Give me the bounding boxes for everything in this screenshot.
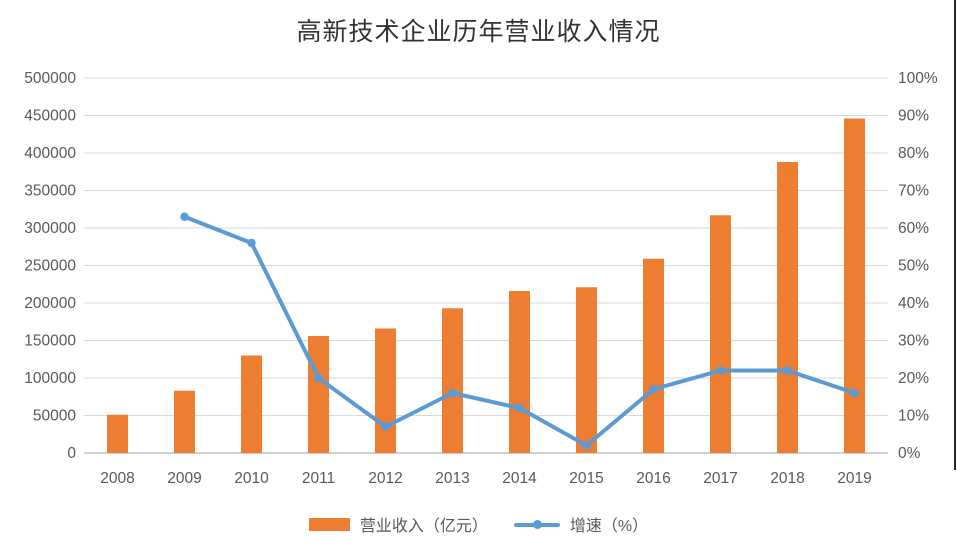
left-axis-tick-label: 100000 [24, 370, 76, 387]
right-axis-tick-label: 50% [898, 258, 929, 275]
left-axis-tick-label: 400000 [24, 145, 76, 162]
x-axis-tick-label: 2014 [502, 470, 537, 487]
growth-marker-2014 [515, 403, 524, 413]
x-axis-tick-label: 2015 [569, 470, 603, 487]
legend-line-label: 增速（%） [569, 518, 649, 535]
bar-2008 [107, 414, 128, 453]
right-axis-tick-label: 40% [898, 295, 929, 312]
bar-2012 [375, 328, 396, 453]
growth-marker-2015 [582, 441, 591, 450]
chart-title: 高新技术企业历年营业收入情况 [296, 17, 661, 46]
growth-marker-2011 [314, 373, 323, 383]
legend-bar-label: 营业收入（亿元） [359, 518, 488, 535]
x-axis-tick-label: 2013 [435, 470, 469, 487]
x-axis-tick-label: 2009 [167, 470, 201, 487]
growth-marker-2017 [716, 366, 725, 375]
legend-line-marker-icon [532, 519, 542, 529]
bar-2009 [174, 390, 195, 453]
right-axis-tick-label: 90% [898, 108, 929, 125]
left-axis-tick-label: 0 [67, 445, 76, 462]
bar-2016 [643, 258, 664, 453]
growth-marker-2013 [448, 388, 457, 398]
bar-2011 [308, 336, 329, 453]
x-axis-tick-label: 2016 [636, 470, 670, 487]
left-axis-tick-label: 150000 [24, 333, 76, 350]
growth-marker-2012 [381, 422, 390, 431]
right-edge-artifact [954, 0, 956, 470]
left-axis-tick-label: 500000 [24, 70, 76, 87]
bar-2019 [844, 118, 865, 453]
right-axis-tick-label: 10% [898, 408, 929, 425]
bar-2017 [710, 215, 731, 453]
right-axis-tick-label: 100% [898, 70, 938, 87]
left-axis-tick-label: 450000 [24, 108, 76, 125]
growth-marker-2018 [783, 366, 792, 375]
legend-bar-swatch [308, 517, 350, 531]
right-axis-tick-label: 30% [898, 333, 929, 350]
right-axis-tick-label: 60% [898, 220, 929, 237]
x-axis-tick-label: 2008 [100, 470, 134, 487]
x-axis-tick-label: 2010 [234, 470, 269, 487]
left-axis-tick-label: 200000 [24, 295, 76, 312]
x-axis-tick-label: 2011 [302, 470, 335, 487]
growth-marker-2009 [180, 212, 189, 221]
right-axis-tick-label: 70% [898, 183, 929, 200]
plot-area: 0 0% 50000 10% 100000 20% 150000 30% 200000 40% 25… [24, 70, 938, 487]
right-axis-tick-label: 20% [898, 370, 929, 387]
left-axis-tick-label: 350000 [24, 183, 76, 200]
legend-line-swatch [513, 519, 560, 529]
bar-2013 [442, 308, 463, 453]
bar-2014 [509, 291, 530, 453]
x-axis-tick-label: 2018 [770, 470, 804, 487]
x-axis-tick-label: 2019 [837, 470, 871, 487]
growth-marker-2019 [850, 388, 859, 398]
legend: 营业收入（亿元） 增速（%） [0, 512, 957, 536]
left-axis-tick-label: 300000 [24, 220, 76, 237]
right-axis-tick-label: 80% [898, 145, 929, 162]
left-axis-tick-label: 250000 [24, 258, 76, 275]
growth-marker-2016 [649, 385, 658, 394]
x-axis-tick-label: 2017 [703, 470, 737, 487]
growth-marker-2010 [247, 238, 256, 248]
x-axis-tick-label: 2012 [368, 470, 402, 487]
bar-2015 [576, 287, 597, 453]
left-axis-tick-label: 50000 [33, 408, 76, 425]
bar-2010 [241, 355, 262, 453]
bar-2018 [777, 162, 798, 453]
right-axis-tick-label: 0% [898, 445, 921, 462]
